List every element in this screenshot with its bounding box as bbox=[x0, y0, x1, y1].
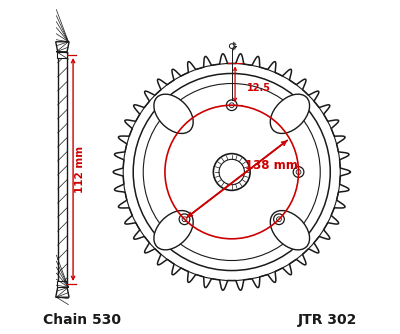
Circle shape bbox=[213, 154, 250, 190]
Ellipse shape bbox=[154, 210, 193, 250]
Text: JTR 302: JTR 302 bbox=[298, 313, 357, 327]
Circle shape bbox=[182, 217, 187, 222]
Circle shape bbox=[296, 170, 301, 174]
Ellipse shape bbox=[154, 94, 193, 134]
Circle shape bbox=[276, 217, 281, 222]
Circle shape bbox=[229, 44, 234, 48]
Text: 112 mm: 112 mm bbox=[76, 146, 86, 193]
Polygon shape bbox=[57, 281, 68, 287]
Polygon shape bbox=[56, 287, 69, 297]
Circle shape bbox=[229, 103, 234, 108]
Text: 138 mm: 138 mm bbox=[245, 159, 298, 172]
Polygon shape bbox=[57, 52, 68, 58]
Text: 12.5: 12.5 bbox=[247, 83, 271, 93]
Ellipse shape bbox=[270, 94, 310, 134]
Polygon shape bbox=[56, 42, 69, 52]
Circle shape bbox=[219, 159, 244, 185]
Circle shape bbox=[226, 100, 237, 111]
Polygon shape bbox=[58, 52, 67, 287]
Ellipse shape bbox=[270, 210, 310, 250]
Text: Chain 530: Chain 530 bbox=[43, 313, 121, 327]
Circle shape bbox=[179, 214, 190, 224]
Circle shape bbox=[293, 167, 304, 177]
Polygon shape bbox=[113, 54, 350, 290]
Circle shape bbox=[274, 214, 284, 224]
